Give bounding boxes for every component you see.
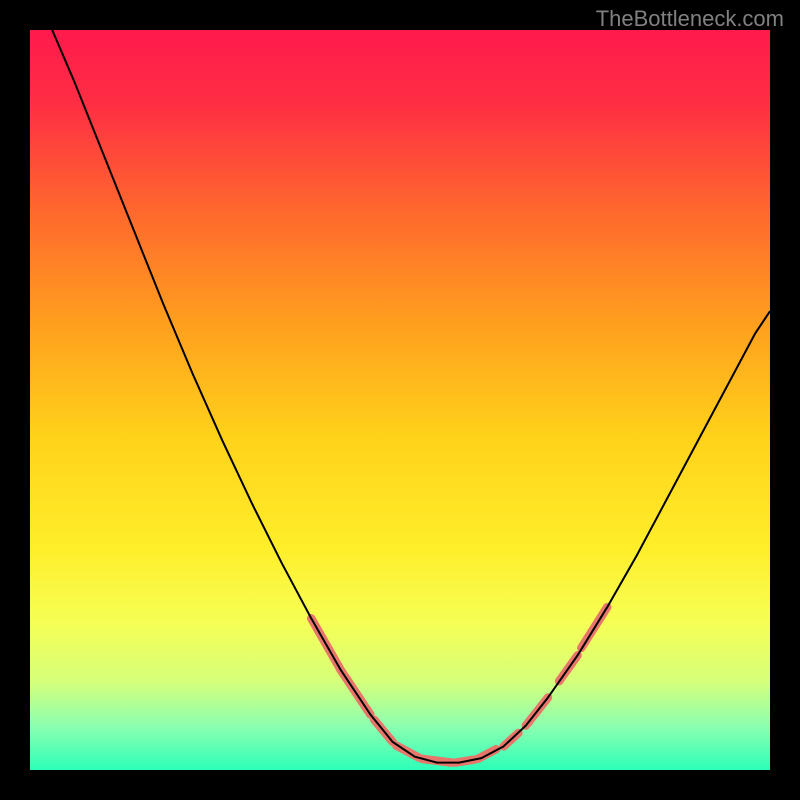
chart-svg [0, 0, 800, 800]
watermark-text: TheBottleneck.com [596, 6, 784, 32]
chart-background [30, 30, 770, 770]
chart-frame: TheBottleneck.com [0, 0, 800, 800]
